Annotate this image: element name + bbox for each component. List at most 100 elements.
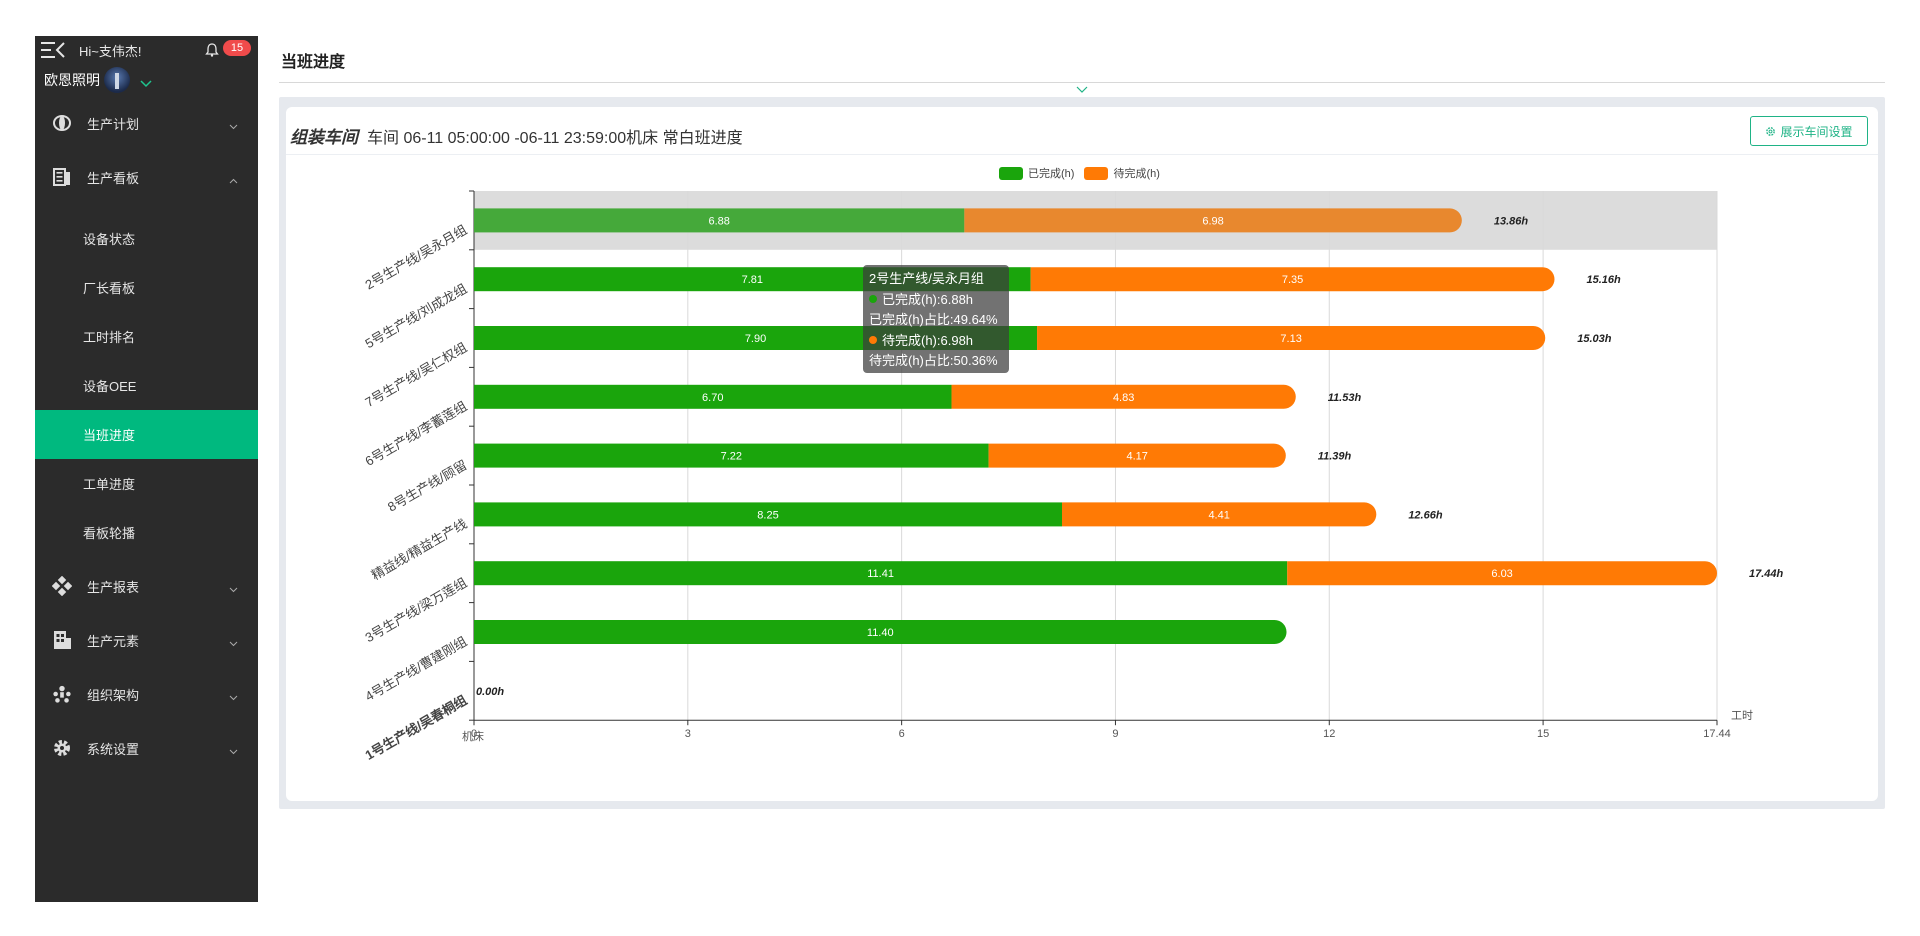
sidebar-item-device-oee[interactable]: 设备OEE [83,379,137,394]
setting-button-label: 展示车间设置 [1780,124,1853,139]
menu-production-report[interactable]: 生产报表 [35,559,258,613]
legend-swatch-pending [1084,166,1109,180]
legend-item-pending[interactable]: 待完成(h) [1084,165,1160,181]
bar-label-pending: 6.98 [1202,215,1223,227]
chevron-up-icon [229,172,238,184]
y-category-label: 8号生产线/顾留 [385,457,469,514]
menu-label: 生产看板 [87,170,140,186]
chevron-down-icon[interactable] [140,75,152,88]
bar-label-pending: 7.35 [1282,274,1303,286]
menu-label: 生产计划 [87,116,140,132]
bar-label-done: 7.22 [721,451,742,463]
sidebar-item-order-progress[interactable]: 工单进度 [83,477,136,492]
bar-label-done: 7.90 [745,333,766,345]
sidebar-item-shift-progress[interactable]: 当班进度 [35,410,258,459]
plan-icon [52,113,72,133]
legend-swatch-done [999,166,1023,180]
menu-label: 生产元素 [87,633,140,649]
bar-total-label: 13.86h [1494,215,1529,227]
bar-pending [988,443,1286,468]
chevron-down-icon [229,743,238,755]
board-icon [52,167,72,187]
bar-label-pending: 4.41 [1208,509,1229,521]
bar-label-done: 8.25 [757,509,778,521]
x-tick-label: 12 [1323,728,1335,740]
bar-pending [964,208,1462,233]
bar-total-label: 15.16h [1586,274,1621,286]
chevron-down-icon [229,581,238,593]
page-title: 当班进度 [281,54,346,71]
bar-label-pending: 7.13 [1280,333,1301,345]
x-tick-label: 3 [685,728,691,740]
bar-total-label: 12.66h [1408,509,1443,521]
menu-production-board[interactable]: 生产看板 [35,150,258,204]
sidebar-item-board-carousel[interactable]: 看板轮播 [83,526,136,541]
menu-collapse-icon[interactable] [39,39,67,61]
bar-label-done: 6.88 [708,215,729,227]
company-name: 欧恩照明 [44,72,100,88]
bar-total-label: 11.39h [1318,451,1352,463]
x-tick-label: 9 [1112,728,1118,740]
sidebar-item-device-status[interactable]: 设备状态 [83,232,136,247]
divider [279,82,1885,83]
chevron-down-icon [229,689,238,701]
chevron-down-icon[interactable] [1076,81,1088,99]
tooltip-pending-row: 待完成(h):6.98h [869,331,1003,352]
bar-pending [1062,502,1377,527]
tooltip-done-row: 已完成(h):6.88h [869,290,1003,311]
y-category-label: 2号生产线/吴永月组 [363,222,470,292]
x-tick-label: 0 [471,728,477,740]
y-category-label: 3号生产线/梁万莲组 [363,575,470,645]
sidebar-top: Hi~支伟杰! 15 [35,36,258,64]
bar-done [474,208,965,233]
tooltip-done-dot [869,295,877,304]
chart-legend: 已完成(h) 待完成(h) [999,165,1170,181]
bar-total-label: 15.03h [1577,333,1612,345]
x-tick-label: 6 [899,728,905,740]
element-icon [52,630,72,650]
bar-total-label: 17.44h [1749,568,1784,580]
chevron-down-icon [229,118,238,130]
y-category-label: 5号生产线/刘成龙组 [363,281,470,351]
menu-label: 组织架构 [87,687,140,703]
y-category-label: 6号生产线/李蓄莲组 [363,398,470,468]
gear-icon [52,738,72,758]
notification-badge[interactable]: 15 [223,40,251,56]
tooltip-title: 2号生产线/吴永月组 [869,271,984,286]
y-category-label: 1号生产线/吴春桐组 [363,692,470,762]
sidebar-item-director-board[interactable]: 厂长看板 [83,281,136,296]
legend-label: 待完成(h) [1113,168,1160,180]
greeting-text: Hi~支伟杰! [79,43,142,59]
avatar [104,67,130,93]
company-switcher[interactable]: 欧恩照明 [35,64,258,96]
content-area: 组装车间 车间 06-11 05:00:00 -06-11 23:59:00机床… [279,97,1885,809]
legend-label: 已完成(h) [1028,168,1075,180]
bar-label-done: 11.41 [867,568,894,580]
report-icon [52,576,72,596]
collapse-toggle[interactable] [279,83,1885,97]
sidebar-item-hours-ranking[interactable]: 工时排名 [83,330,136,345]
menu-label: 系统设置 [87,741,140,757]
bar-label-done: 6.70 [702,392,723,404]
bar-label-done: 7.81 [742,274,763,286]
x-axis-name: 工时 [1731,709,1753,722]
chevron-down-icon [229,635,238,647]
menu-production-plan[interactable]: 生产计划 [35,96,258,150]
y-category-label: 4号生产线/曹建刚组 [363,634,470,704]
bar-pending [1037,326,1546,350]
chart-tooltip: 2号生产线/吴永月组 已完成(h):6.88h 已完成(h)占比:49.64% … [863,265,1009,373]
bar-done [474,384,952,409]
bar-label-pending: 4.17 [1126,451,1147,463]
bar-total-label: 11.53h [1328,392,1362,404]
legend-item-done[interactable]: 已完成(h) [999,165,1074,181]
y-category-label: 7号生产线/吴仁权组 [363,340,470,410]
menu-organization[interactable]: 组织架构 [35,667,258,721]
workshop-info: 车间 06-11 05:00:00 -06-11 23:59:00机床 常白班进… [367,130,743,147]
menu-production-elements[interactable]: 生产元素 [35,613,258,667]
progress-panel: 组装车间 车间 06-11 05:00:00 -06-11 23:59:00机床… [286,107,1878,801]
workshop-setting-button[interactable]: 展示车间设置 [1750,116,1868,146]
menu-system-settings[interactable]: 系统设置 [35,721,258,775]
bar-done [474,561,1288,586]
x-tick-label: 15 [1537,728,1549,740]
bell-icon[interactable] [205,43,219,57]
